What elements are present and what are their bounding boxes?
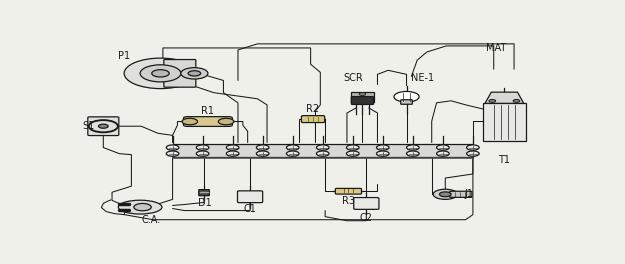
Circle shape bbox=[226, 145, 239, 150]
Text: D1: D1 bbox=[198, 198, 212, 208]
FancyBboxPatch shape bbox=[336, 188, 361, 194]
Circle shape bbox=[188, 71, 201, 76]
Circle shape bbox=[196, 151, 209, 156]
FancyBboxPatch shape bbox=[184, 117, 232, 126]
Circle shape bbox=[406, 151, 419, 156]
Text: R2: R2 bbox=[306, 104, 319, 114]
Text: MAT: MAT bbox=[486, 43, 506, 53]
Circle shape bbox=[376, 151, 389, 156]
Polygon shape bbox=[485, 92, 524, 103]
Text: SCR: SCR bbox=[343, 73, 363, 83]
Text: C.A.: C.A. bbox=[141, 215, 161, 225]
Circle shape bbox=[256, 151, 269, 156]
Circle shape bbox=[316, 151, 329, 156]
Circle shape bbox=[181, 68, 208, 79]
Circle shape bbox=[124, 58, 197, 89]
Text: S1: S1 bbox=[82, 121, 95, 131]
Circle shape bbox=[316, 145, 329, 150]
Circle shape bbox=[394, 91, 419, 102]
Circle shape bbox=[436, 151, 449, 156]
Circle shape bbox=[406, 145, 419, 150]
Circle shape bbox=[346, 151, 359, 156]
Circle shape bbox=[99, 124, 108, 128]
Text: P1: P1 bbox=[118, 51, 130, 62]
FancyBboxPatch shape bbox=[238, 191, 262, 203]
FancyBboxPatch shape bbox=[88, 117, 119, 135]
Circle shape bbox=[226, 151, 239, 156]
FancyBboxPatch shape bbox=[301, 116, 324, 122]
Text: NE-1: NE-1 bbox=[411, 73, 434, 83]
Circle shape bbox=[134, 204, 151, 211]
Text: C2: C2 bbox=[360, 213, 373, 223]
Circle shape bbox=[346, 145, 359, 150]
Circle shape bbox=[359, 93, 366, 96]
Circle shape bbox=[182, 118, 198, 125]
Circle shape bbox=[286, 145, 299, 150]
FancyBboxPatch shape bbox=[199, 190, 209, 196]
Circle shape bbox=[467, 151, 479, 156]
Text: T1: T1 bbox=[498, 155, 511, 165]
Circle shape bbox=[256, 145, 269, 150]
FancyBboxPatch shape bbox=[401, 100, 412, 104]
Circle shape bbox=[436, 145, 449, 150]
Text: R1: R1 bbox=[201, 106, 214, 116]
Circle shape bbox=[166, 145, 179, 150]
FancyBboxPatch shape bbox=[173, 144, 473, 157]
Circle shape bbox=[433, 189, 457, 199]
Circle shape bbox=[286, 151, 299, 156]
Text: J1: J1 bbox=[464, 189, 474, 199]
Circle shape bbox=[152, 70, 169, 77]
Text: R3: R3 bbox=[342, 196, 355, 206]
Circle shape bbox=[218, 118, 234, 125]
Circle shape bbox=[439, 192, 451, 197]
Circle shape bbox=[513, 100, 520, 102]
Circle shape bbox=[166, 151, 179, 156]
Circle shape bbox=[467, 145, 479, 150]
FancyBboxPatch shape bbox=[354, 197, 379, 209]
FancyBboxPatch shape bbox=[351, 92, 374, 102]
Ellipse shape bbox=[118, 200, 162, 214]
Circle shape bbox=[140, 65, 181, 82]
FancyBboxPatch shape bbox=[164, 59, 196, 87]
Circle shape bbox=[489, 100, 496, 102]
FancyBboxPatch shape bbox=[173, 157, 473, 158]
Text: C1: C1 bbox=[244, 204, 256, 214]
FancyBboxPatch shape bbox=[449, 191, 472, 197]
FancyBboxPatch shape bbox=[351, 97, 374, 105]
Circle shape bbox=[376, 145, 389, 150]
FancyBboxPatch shape bbox=[482, 103, 526, 141]
Circle shape bbox=[196, 145, 209, 150]
